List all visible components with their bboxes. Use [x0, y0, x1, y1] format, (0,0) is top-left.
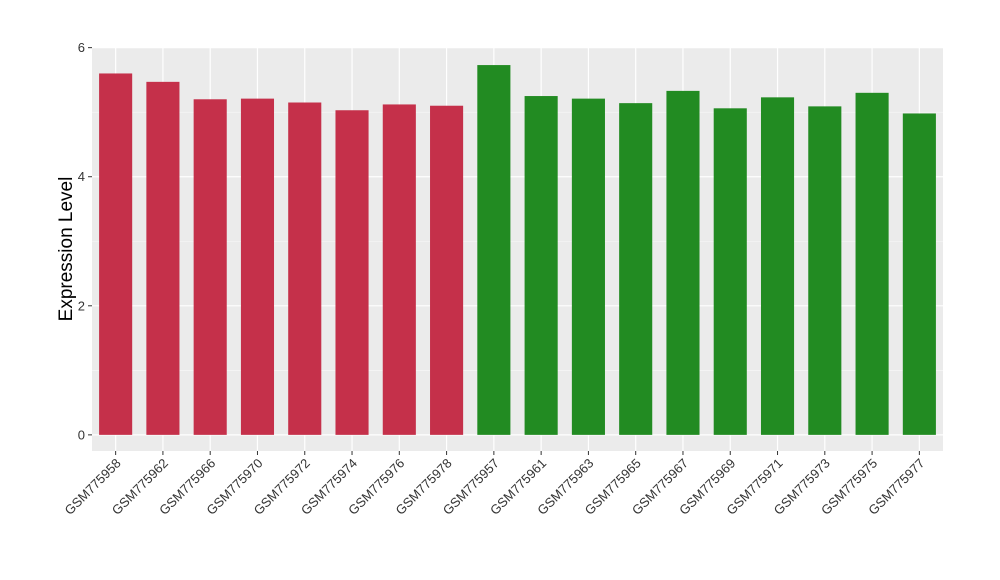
- bar-GSM775970: [240, 98, 275, 435]
- minor-gridlines: [92, 111, 943, 371]
- bar-GSM775962: [146, 81, 180, 435]
- bar-GSM775966: [193, 99, 227, 435]
- y-tick-label: 2: [78, 298, 85, 313]
- plot-panel: [92, 47, 943, 451]
- bar-GSM775958: [99, 73, 133, 435]
- bar-GSM775963: [571, 98, 605, 435]
- y-axis: 0 2 4 6: [78, 40, 92, 442]
- x-axis: GSM775958GSM775962GSM775966GSM775970GSM7…: [62, 451, 927, 518]
- y-tick-label: 6: [78, 40, 85, 55]
- bars: [99, 65, 936, 435]
- bar-GSM775965: [619, 103, 653, 435]
- bar-GSM775975: [855, 92, 889, 435]
- bar-GSM775961: [524, 96, 558, 435]
- bar-GSM775972: [288, 102, 322, 435]
- bar-GSM775977: [902, 113, 936, 435]
- y-tick-label: 0: [78, 427, 85, 442]
- bar-GSM775957: [477, 65, 511, 435]
- bar-GSM775973: [808, 106, 842, 435]
- y-tick-label: 4: [78, 169, 85, 184]
- bar-GSM775976: [382, 104, 416, 435]
- bar-GSM775967: [666, 90, 700, 435]
- bar-GSM775974: [335, 110, 369, 435]
- bar-GSM775971: [760, 97, 795, 435]
- bar-GSM775969: [713, 108, 747, 435]
- bar-GSM775978: [430, 105, 464, 435]
- y-axis-title: Expression Level: [56, 177, 77, 322]
